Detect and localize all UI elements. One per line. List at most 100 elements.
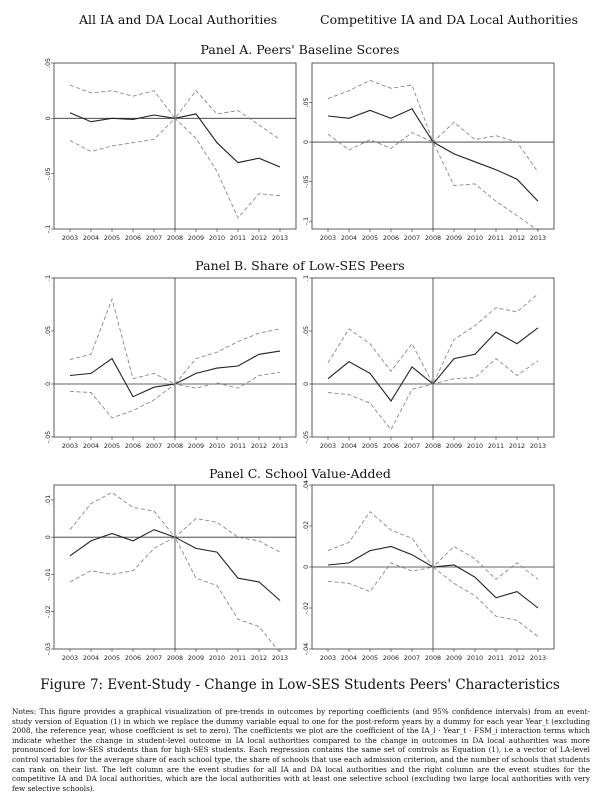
- x-tick-label: 2007: [404, 234, 420, 242]
- x-tick-label: 2013: [530, 234, 546, 242]
- x-tick-label: 2009: [188, 654, 204, 662]
- x-tick-label: 2013: [272, 654, 288, 662]
- y-tick-label: .02: [302, 521, 310, 531]
- x-tick-label: 2011: [230, 234, 246, 242]
- y-tick-label: 0: [44, 382, 52, 386]
- x-tick-label: 2010: [209, 442, 225, 450]
- x-tick-label: 2009: [446, 442, 462, 450]
- x-tick-label: 2004: [83, 654, 99, 662]
- x-tick-label: 2012: [509, 654, 525, 662]
- ci-upper-series-line: [327, 293, 539, 386]
- x-tick-label: 2005: [104, 234, 120, 242]
- x-tick-label: 2006: [383, 654, 399, 662]
- x-tick-label: 2012: [509, 442, 525, 450]
- x-tick-label: 2007: [146, 654, 162, 662]
- x-tick-label: 2004: [341, 442, 357, 450]
- y-tick-label: .05: [302, 97, 310, 107]
- figure-notes: Notes: This figure provides a graphical …: [12, 707, 590, 793]
- x-tick-label: 2006: [125, 654, 141, 662]
- y-tick-label: -.1: [302, 217, 310, 225]
- x-tick-label: 2007: [146, 442, 162, 450]
- x-tick-label: 2003: [320, 442, 336, 450]
- x-tick-label: 2006: [125, 442, 141, 450]
- x-tick-label: 2013: [530, 654, 546, 662]
- panel-c-title: Panel C. School Value-Added: [209, 466, 391, 481]
- y-tick-label: 0: [302, 382, 310, 386]
- y-tick-label: -.05: [302, 175, 310, 187]
- y-tick-label: .05: [44, 326, 52, 336]
- x-tick-label: 2009: [446, 654, 462, 662]
- x-tick-label: 2003: [62, 442, 78, 450]
- x-tick-label: 2007: [404, 442, 420, 450]
- x-tick-label: 2011: [488, 442, 504, 450]
- x-tick-label: 2012: [251, 442, 267, 450]
- right-column-header: Competitive IA and DA Local Authorities: [320, 12, 578, 27]
- y-tick-label: 0: [44, 116, 52, 120]
- ci-lower-series-line: [327, 132, 539, 231]
- x-tick-label: 2006: [383, 442, 399, 450]
- x-tick-label: 2006: [125, 234, 141, 242]
- y-tick-label: .1: [302, 275, 310, 281]
- x-tick-label: 2004: [83, 442, 99, 450]
- chart-panel-b-competitive: .1 .05 0 -.05 2003 2004 2005 2006 2007 2008 2009 20…: [300, 275, 555, 452]
- ci-upper-series-line: [327, 511, 539, 580]
- chart-panel-a-all: .05 0 -.05 -.1 2003 2004 2005 2006 2007 2008 2009 2…: [42, 58, 297, 244]
- ci-upper-series-line: [69, 84, 281, 140]
- y-tick-label: -.05: [44, 431, 52, 443]
- ci-lower-series-line: [69, 117, 281, 219]
- ci-lower-series-line: [327, 358, 539, 431]
- x-tick-label: 2008: [425, 234, 441, 242]
- x-tick-label: 2005: [362, 654, 378, 662]
- chart-panel-b-all: .1 .05 0 -.05 2003 2004 2005 2006 2007 2008 2009 20…: [42, 275, 297, 452]
- y-tick-label: .01: [44, 495, 52, 505]
- panel-b-title: Panel B. Share of Low-SES Peers: [195, 258, 405, 273]
- x-tick-label: 2003: [62, 234, 78, 242]
- x-tick-label: 2013: [272, 442, 288, 450]
- y-tick-label: 0: [44, 535, 52, 539]
- x-tick-label: 2008: [425, 654, 441, 662]
- x-tick-label: 2004: [83, 234, 99, 242]
- x-tick-label: 2010: [209, 234, 225, 242]
- ci-lower-series-line: [69, 371, 281, 419]
- y-tick-label: -.01: [44, 568, 52, 580]
- y-tick-label: -.02: [302, 602, 310, 614]
- x-tick-label: 2013: [530, 442, 546, 450]
- x-tick-label: 2005: [362, 442, 378, 450]
- x-tick-label: 2010: [467, 654, 483, 662]
- x-tick-label: 2013: [272, 234, 288, 242]
- x-tick-label: 2010: [467, 442, 483, 450]
- y-tick-label: -.1: [44, 225, 52, 233]
- y-tick-label: .04: [302, 480, 310, 490]
- x-tick-label: 2011: [230, 442, 246, 450]
- x-tick-label: 2004: [341, 234, 357, 242]
- x-tick-label: 2011: [230, 654, 246, 662]
- ci-lower-series-line: [69, 536, 281, 653]
- x-tick-label: 2004: [341, 654, 357, 662]
- chart-panel-c-all: .01 0 -.01 -.02 -.03 2003 2004 2005 2006 2007 2008…: [42, 484, 297, 664]
- chart-panel-c-competitive: .04 .02 0 -.02 -.04 2003 2004 2005 2006 2007 2008 2…: [300, 480, 555, 664]
- x-tick-label: 2010: [209, 654, 225, 662]
- x-tick-label: 2009: [188, 442, 204, 450]
- x-tick-label: 2012: [509, 234, 525, 242]
- x-tick-label: 2011: [488, 654, 504, 662]
- chart-panel-a-competitive: .05 0 -.05 -.1 2003 2004 2005 2006 2007 2008 2009 2…: [300, 62, 555, 244]
- x-tick-label: 2008: [167, 442, 183, 450]
- x-tick-label: 2009: [446, 234, 462, 242]
- y-tick-label: .05: [44, 58, 52, 68]
- x-tick-label: 2003: [320, 234, 336, 242]
- x-tick-label: 2003: [62, 654, 78, 662]
- x-tick-label: 2008: [167, 234, 183, 242]
- x-tick-label: 2008: [425, 442, 441, 450]
- x-tick-label: 2008: [167, 654, 183, 662]
- x-tick-label: 2005: [362, 234, 378, 242]
- x-tick-label: 2012: [251, 234, 267, 242]
- y-tick-label: -.03: [44, 643, 52, 655]
- x-tick-label: 2003: [320, 654, 336, 662]
- y-tick-label: 0: [302, 140, 310, 144]
- x-tick-label: 2012: [251, 654, 267, 662]
- panel-a-title: Panel A. Peers' Baseline Scores: [200, 42, 400, 57]
- y-tick-label: -.05: [302, 431, 310, 443]
- figure-caption: Figure 7: Event-Study - Change in Low-SE…: [40, 677, 560, 693]
- x-tick-label: 2006: [383, 234, 399, 242]
- x-tick-label: 2007: [146, 234, 162, 242]
